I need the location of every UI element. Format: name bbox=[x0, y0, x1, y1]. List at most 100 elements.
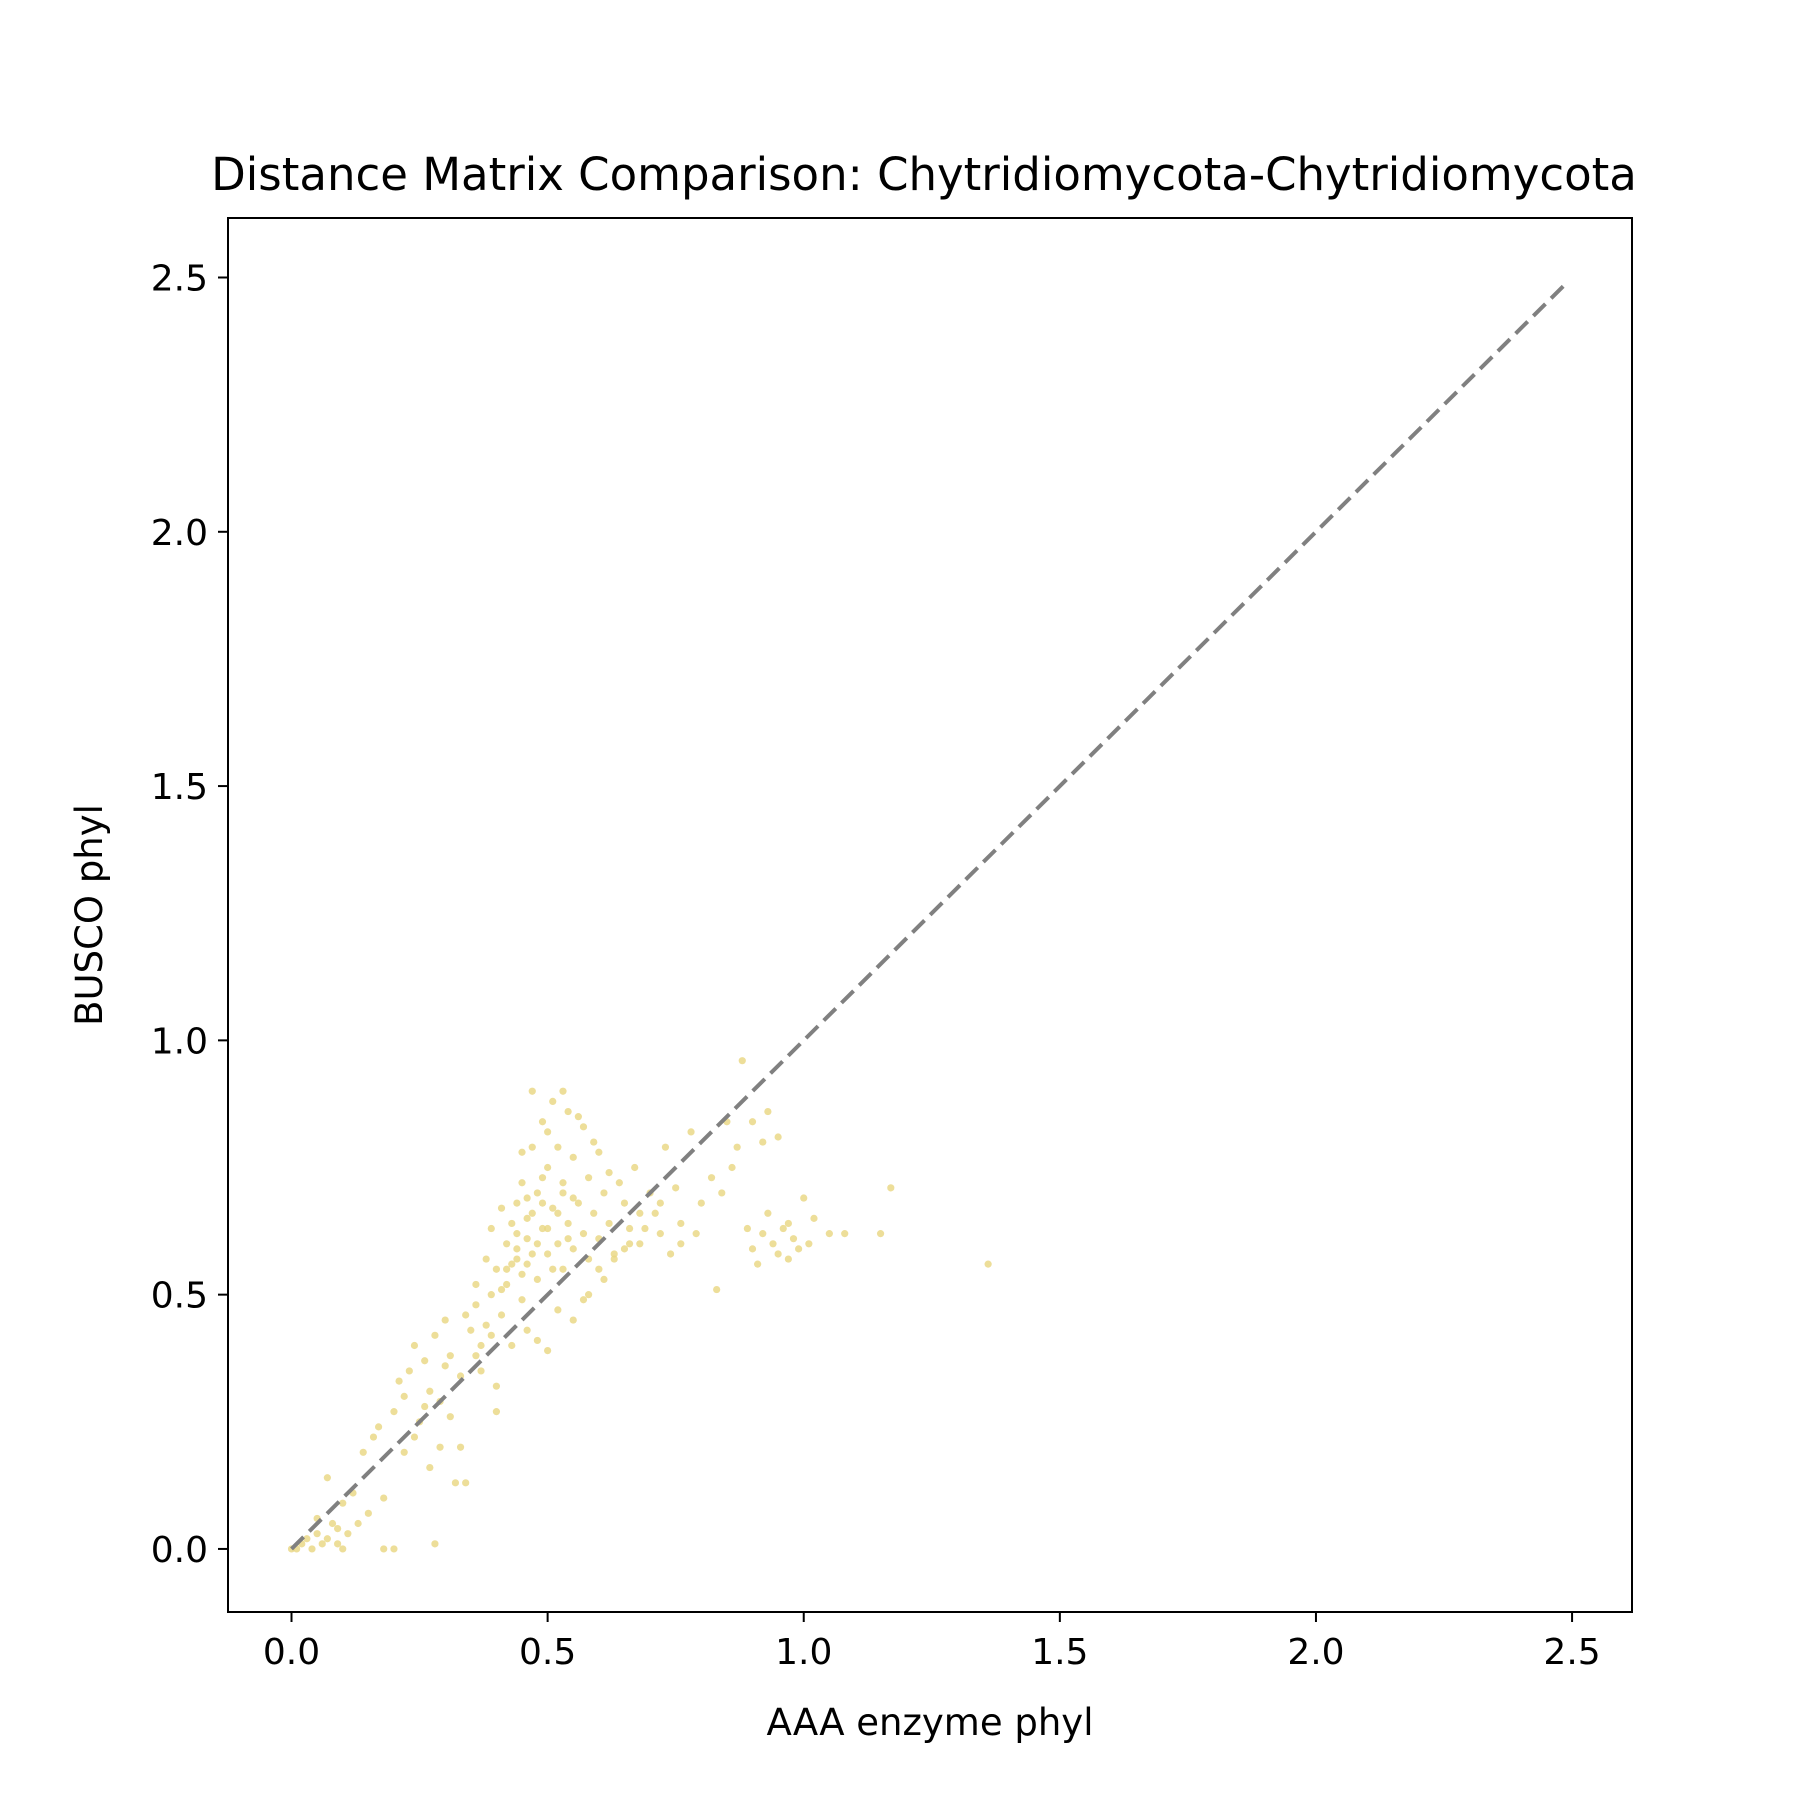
data-point bbox=[738, 1057, 746, 1065]
data-point bbox=[574, 1199, 582, 1207]
y-tick-label: 1.0 bbox=[151, 1021, 208, 1062]
data-point bbox=[308, 1545, 316, 1553]
data-point bbox=[677, 1240, 685, 1248]
x-tick-label: 1.5 bbox=[1031, 1632, 1088, 1673]
data-point bbox=[487, 1331, 495, 1339]
data-point bbox=[400, 1392, 408, 1400]
data-point bbox=[636, 1240, 644, 1248]
data-point bbox=[492, 1382, 501, 1390]
data-point bbox=[513, 1230, 521, 1238]
data-point bbox=[810, 1214, 818, 1222]
data-point bbox=[707, 1174, 716, 1182]
data-point bbox=[574, 1113, 582, 1121]
data-point bbox=[733, 1143, 741, 1151]
data-point bbox=[446, 1352, 454, 1360]
data-point bbox=[754, 1260, 762, 1268]
y-axis: 0.0 0.5 1.0 1.5 2.0 2.5 bbox=[151, 259, 228, 1571]
data-point bbox=[549, 1204, 557, 1212]
data-point bbox=[472, 1301, 480, 1309]
y-tick-label: 2.0 bbox=[151, 513, 208, 554]
data-point bbox=[538, 1199, 547, 1207]
data-point bbox=[666, 1250, 675, 1258]
data-point bbox=[544, 1224, 552, 1233]
data-point bbox=[549, 1097, 557, 1105]
data-point bbox=[554, 1240, 562, 1248]
data-point bbox=[887, 1184, 895, 1192]
chart-title: Distance Matrix Comparison: Chytridiomyc… bbox=[211, 148, 1637, 201]
data-point bbox=[579, 1230, 588, 1238]
data-point bbox=[421, 1402, 429, 1411]
data-point bbox=[451, 1479, 460, 1487]
data-point bbox=[789, 1235, 798, 1243]
data-point bbox=[395, 1377, 403, 1385]
data-point bbox=[441, 1362, 449, 1370]
data-point bbox=[728, 1163, 736, 1172]
data-point bbox=[508, 1341, 516, 1350]
data-point bbox=[564, 1107, 572, 1116]
data-point bbox=[569, 1316, 577, 1324]
data-point bbox=[672, 1184, 680, 1192]
data-point bbox=[380, 1545, 388, 1553]
data-point bbox=[625, 1224, 634, 1233]
data-point bbox=[482, 1255, 490, 1263]
data-point bbox=[564, 1235, 572, 1243]
data-point bbox=[446, 1413, 454, 1421]
data-point bbox=[497, 1311, 506, 1319]
data-point bbox=[523, 1326, 531, 1334]
data-point bbox=[825, 1230, 833, 1238]
data-point bbox=[334, 1524, 342, 1533]
data-point bbox=[564, 1219, 572, 1228]
reference-line bbox=[290, 281, 1569, 1551]
data-point bbox=[544, 1250, 552, 1258]
data-point bbox=[426, 1387, 434, 1395]
data-point bbox=[692, 1230, 700, 1238]
data-point bbox=[528, 1250, 536, 1258]
data-point bbox=[472, 1352, 480, 1360]
data-point bbox=[456, 1443, 465, 1451]
data-point bbox=[554, 1306, 562, 1314]
x-tick-label: 1.0 bbox=[775, 1632, 832, 1673]
data-point bbox=[784, 1255, 792, 1263]
data-point bbox=[759, 1138, 767, 1146]
data-point bbox=[533, 1240, 541, 1248]
data-point bbox=[651, 1209, 659, 1217]
data-point bbox=[585, 1291, 593, 1299]
data-point bbox=[518, 1148, 526, 1156]
data-point bbox=[687, 1128, 695, 1136]
data-point bbox=[538, 1224, 547, 1233]
data-point bbox=[364, 1509, 372, 1517]
data-point bbox=[636, 1209, 644, 1217]
data-point bbox=[713, 1285, 721, 1294]
data-point bbox=[477, 1341, 485, 1350]
data-point bbox=[313, 1530, 321, 1538]
data-point bbox=[303, 1535, 311, 1543]
data-point bbox=[426, 1463, 434, 1472]
data-point bbox=[769, 1240, 777, 1248]
data-point bbox=[544, 1346, 552, 1355]
data-point bbox=[774, 1133, 782, 1141]
data-point bbox=[513, 1245, 521, 1253]
data-point bbox=[334, 1540, 342, 1548]
data-point bbox=[620, 1199, 629, 1207]
data-point bbox=[656, 1230, 664, 1238]
data-point bbox=[585, 1174, 593, 1182]
data-point bbox=[328, 1519, 337, 1528]
data-point bbox=[518, 1270, 526, 1278]
data-point bbox=[487, 1291, 495, 1299]
data-point bbox=[533, 1275, 541, 1283]
data-point bbox=[431, 1540, 439, 1548]
data-point bbox=[380, 1494, 388, 1502]
data-point bbox=[625, 1240, 634, 1248]
data-point bbox=[390, 1408, 398, 1416]
data-point bbox=[743, 1224, 751, 1233]
data-point bbox=[559, 1087, 567, 1095]
data-point bbox=[569, 1153, 577, 1161]
data-point bbox=[503, 1240, 511, 1248]
data-point bbox=[523, 1235, 531, 1243]
data-point bbox=[554, 1143, 562, 1151]
data-point bbox=[323, 1474, 331, 1482]
data-point bbox=[467, 1326, 475, 1334]
data-point bbox=[595, 1148, 603, 1156]
data-point bbox=[513, 1255, 521, 1263]
data-point bbox=[774, 1250, 782, 1258]
